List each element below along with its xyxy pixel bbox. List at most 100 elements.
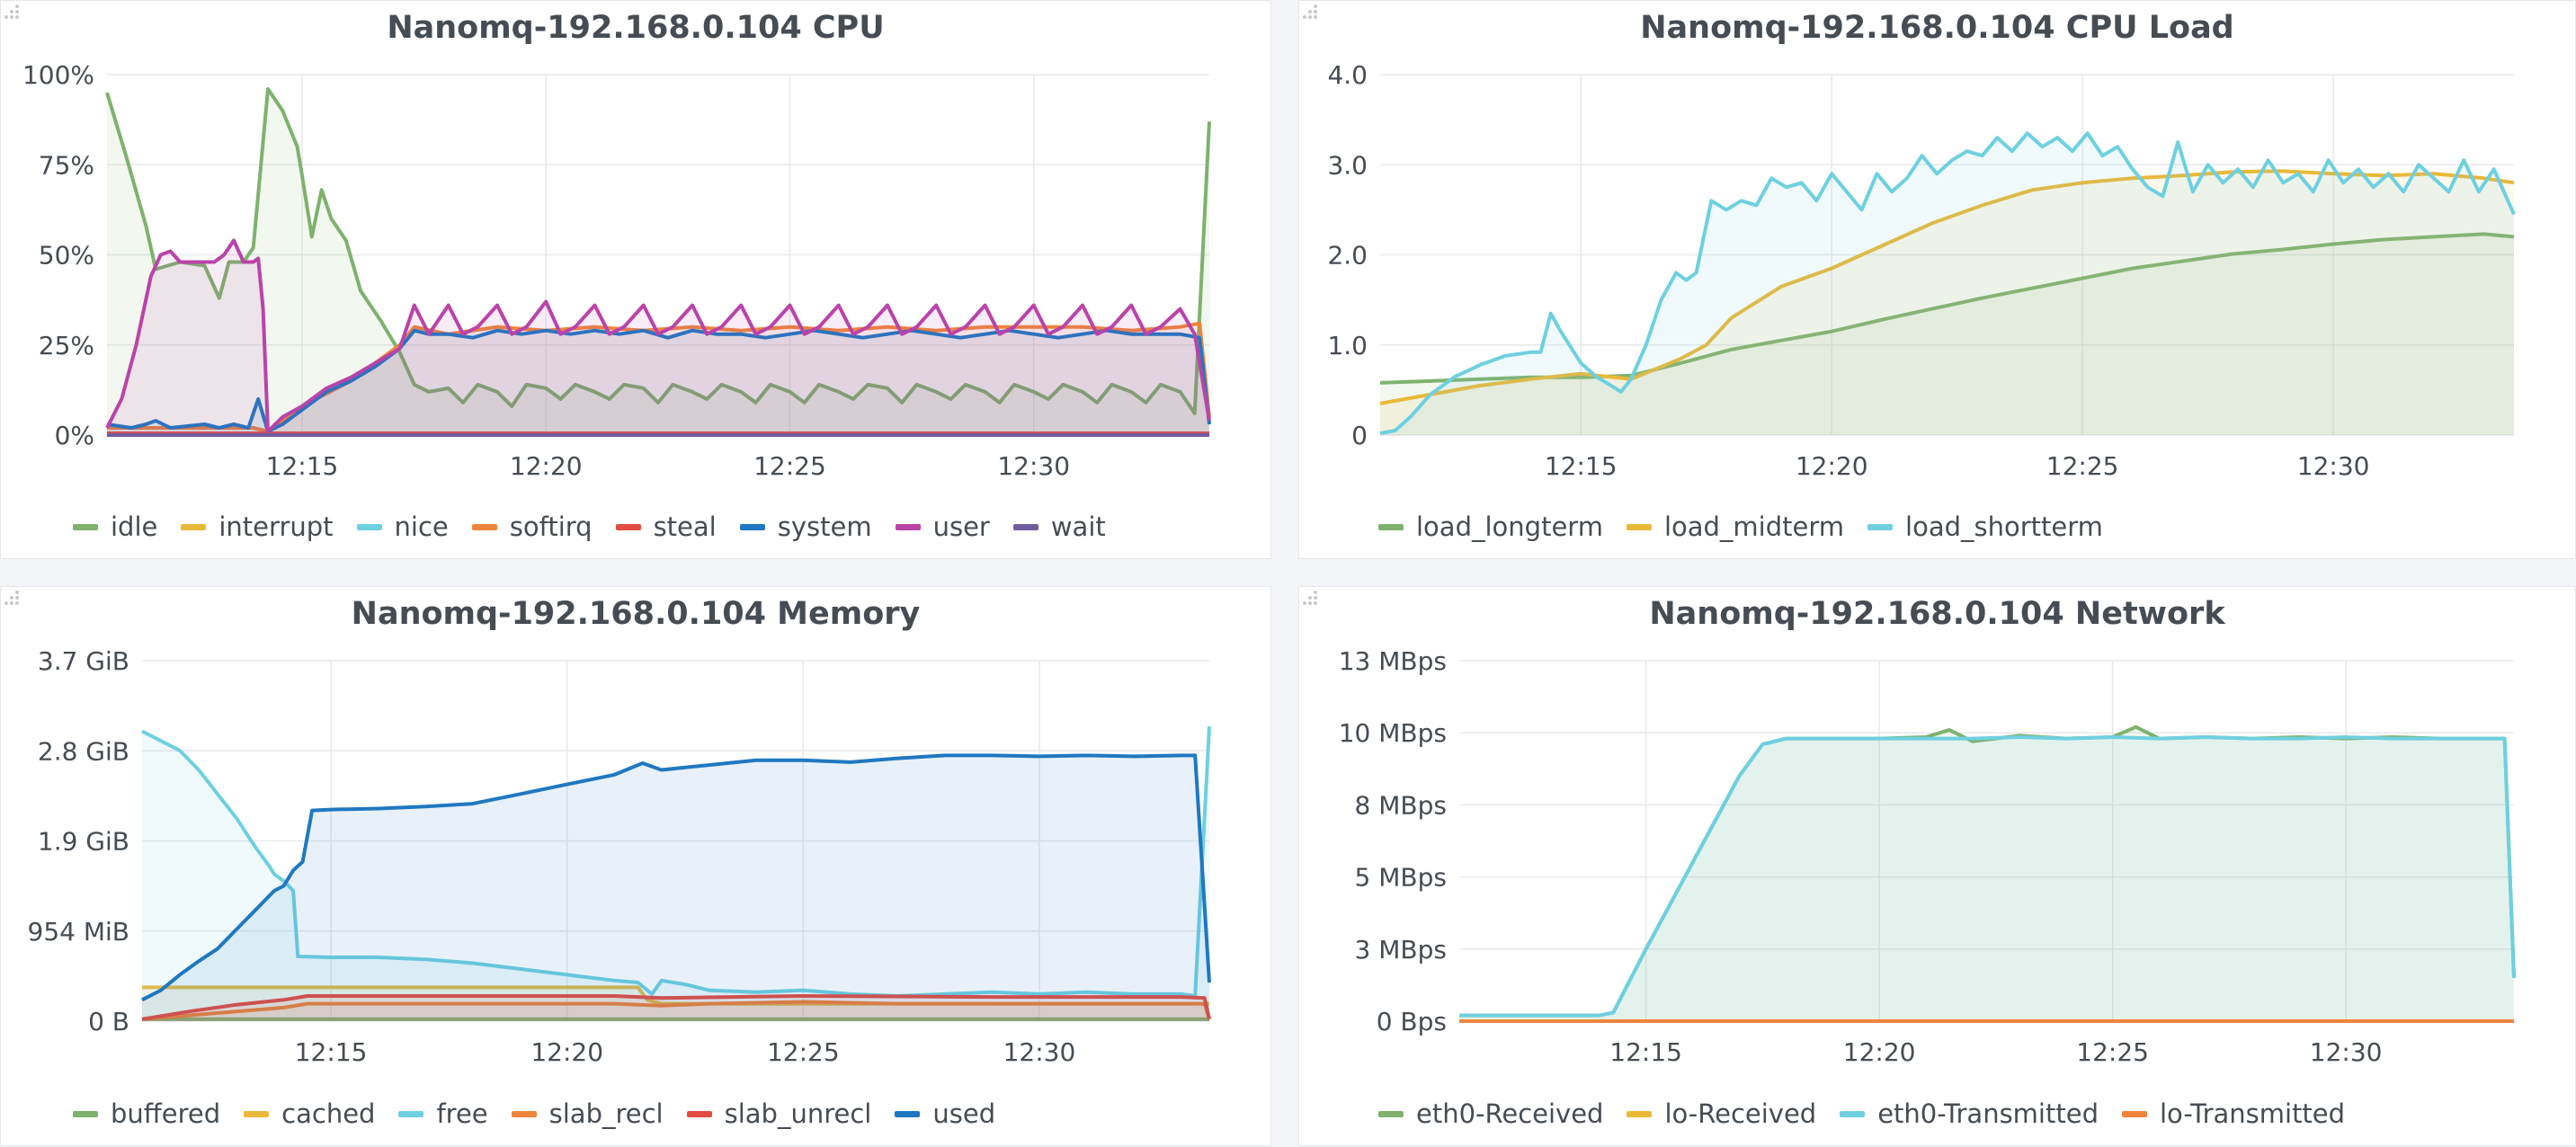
legend-item-slab_unrecl[interactable]: slab_unrecl xyxy=(686,1098,871,1129)
legend-swatch-icon xyxy=(686,1110,712,1117)
legend-item-idle[interactable]: idle xyxy=(73,511,157,542)
legend-label: steal xyxy=(653,511,717,542)
x-tick-label: 12:20 xyxy=(530,1037,603,1067)
legend-swatch-icon xyxy=(2121,1110,2147,1117)
network-panel: Nanomq-192.168.0.104 Network 13 MBps 10 M… xyxy=(1298,586,2576,1146)
series-line-free[interactable] xyxy=(141,725,1211,998)
y-tick-label: 3.0 xyxy=(1327,150,1368,180)
legend-item-slab_recl[interactable]: slab_recl xyxy=(511,1098,664,1129)
series-area-load_shortterm xyxy=(1380,133,2514,435)
series-line-idle[interactable] xyxy=(105,87,1211,415)
legend-item-load_longterm[interactable]: load_longterm xyxy=(1378,511,1603,542)
y-tick-label: 3 MBps xyxy=(1355,935,1447,965)
legend-label: eth0-Transmitted xyxy=(1877,1098,2099,1129)
memory-chart[interactable]: 3.7 GiB 2.8 GiB 1.9 GiB 954 MiB 0 B 12:15 12:2… xyxy=(1,587,1272,1147)
panel-title[interactable]: Nanomq-192.168.0.104 CPU xyxy=(387,10,885,46)
series-line-load_longterm[interactable] xyxy=(1379,232,2515,385)
legend-item-buffered[interactable]: buffered xyxy=(73,1098,220,1129)
legend-swatch-icon xyxy=(181,523,207,530)
series-line-load_midterm[interactable] xyxy=(1379,169,2515,405)
legend-swatch-icon xyxy=(398,1110,424,1117)
legend-item-cached[interactable]: cached xyxy=(244,1098,375,1129)
x-tick-label: 12:30 xyxy=(997,451,1070,481)
legend-swatch-icon xyxy=(1840,1110,1866,1117)
x-tick-label: 12:15 xyxy=(295,1037,368,1067)
series-area-system xyxy=(107,330,1209,435)
network-chart[interactable]: 13 MBps 10 MBps 8 MBps 5 MBps 3 MBps 0 Bps 12:… xyxy=(1299,587,2576,1147)
x-tick-label: 12:20 xyxy=(1796,451,1868,481)
series-line-used[interactable] xyxy=(141,753,1211,1002)
x-tick-label: 12:30 xyxy=(2297,451,2370,481)
y-tick-label: 1.0 xyxy=(1327,331,1368,360)
legend-swatch-icon xyxy=(1627,1110,1653,1117)
legend-item-steal[interactable]: steal xyxy=(615,511,717,542)
panel-title[interactable]: Nanomq-192.168.0.104 Memory xyxy=(351,596,921,632)
legend-label: user xyxy=(932,511,990,542)
legend-swatch-icon xyxy=(739,523,765,530)
legend-item-softirq[interactable]: softirq xyxy=(471,511,593,542)
legend-item-lo-Transmitted[interactable]: lo-Transmitted xyxy=(2121,1098,2345,1129)
resize-handle-icon[interactable] xyxy=(1,1,21,21)
legend-label: wait xyxy=(1050,511,1106,542)
y-tick-label: 954 MiB xyxy=(28,917,130,947)
legend-swatch-icon xyxy=(73,523,98,530)
resize-handle-icon[interactable] xyxy=(1299,1,1319,21)
series-line-user[interactable] xyxy=(105,238,1211,433)
series-area-user xyxy=(107,240,1209,435)
series-line-slab_unrecl[interactable] xyxy=(141,994,1211,1021)
series-line-slab_recl[interactable] xyxy=(141,1000,1211,1021)
resize-handle-icon[interactable] xyxy=(1,587,21,607)
x-tick-label: 12:25 xyxy=(2046,451,2119,481)
series-line-load_shortterm[interactable] xyxy=(1379,131,2516,435)
y-tick-label: 3.7 GiB xyxy=(38,646,129,676)
y-tick-label: 100% xyxy=(22,60,94,90)
legend-item-wait[interactable]: wait xyxy=(1012,511,1106,542)
y-tick-label: 0 xyxy=(1351,421,1368,450)
legend-label: load_midterm xyxy=(1663,511,1845,542)
memory-legend: buffered cached free slab_recl slab_unrecl us… xyxy=(73,1098,995,1129)
cpu-chart[interactable]: 100% 75% 50% 25% 0% 12:15 12:20 12:25 12:30 xyxy=(1,1,1272,560)
y-tick-label: 50% xyxy=(39,241,94,271)
series-area-load_longterm xyxy=(1380,234,2514,435)
legend-swatch-icon xyxy=(356,523,382,530)
legend-item-free[interactable]: free xyxy=(398,1098,488,1129)
legend-item-load_midterm[interactable]: load_midterm xyxy=(1626,511,1845,542)
legend-swatch-icon xyxy=(1378,523,1404,530)
cpu-legend: idle interrupt nice softirq steal system user w… xyxy=(73,511,1106,542)
legend-label: softirq xyxy=(509,511,593,542)
legend-item-lo-Received[interactable]: lo-Received xyxy=(1627,1098,1816,1129)
y-tick-label: 2.0 xyxy=(1327,241,1368,271)
legend-label: buffered xyxy=(111,1098,221,1129)
x-tick-label: 12:15 xyxy=(266,451,339,481)
series-area-eth0-Received xyxy=(1459,726,2514,1021)
legend-swatch-icon xyxy=(511,1110,537,1117)
resize-handle-icon[interactable] xyxy=(1299,587,1319,607)
y-tick-label: 8 MBps xyxy=(1355,790,1447,820)
legend-item-nice[interactable]: nice xyxy=(356,511,449,542)
legend-swatch-icon xyxy=(244,1110,270,1117)
series-area-eth0-Transmitted xyxy=(1459,737,2514,1021)
legend-label: free xyxy=(436,1098,488,1129)
series-line-eth0-Transmitted[interactable] xyxy=(1459,735,2516,1018)
x-tick-label: 12:15 xyxy=(1609,1037,1682,1067)
y-tick-label: 1.9 GiB xyxy=(38,827,129,857)
legend-label: interrupt xyxy=(218,511,334,542)
cpu-panel: Nanomq-192.168.0.104 CPU 100% 75% 50% 25% 0%… xyxy=(0,0,1271,559)
legend-item-user[interactable]: user xyxy=(895,511,990,542)
legend-label: system xyxy=(777,511,872,542)
x-tick-label: 12:20 xyxy=(1843,1037,1916,1067)
x-tick-label: 12:30 xyxy=(1003,1037,1076,1067)
legend-label: load_longterm xyxy=(1416,511,1603,542)
legend-item-system[interactable]: system xyxy=(739,511,872,542)
cpu-load-chart[interactable]: 4.0 3.0 2.0 1.0 0 12:15 12:20 12:25 12:30 xyxy=(1299,1,2576,560)
network-legend: eth0-Received lo-Received eth0-Transmitted… xyxy=(1378,1098,2345,1129)
legend-item-interrupt[interactable]: interrupt xyxy=(181,511,334,542)
legend-item-eth0-Received[interactable]: eth0-Received xyxy=(1378,1098,1603,1129)
legend-item-eth0-Transmitted[interactable]: eth0-Transmitted xyxy=(1840,1098,2099,1129)
legend-item-used[interactable]: used xyxy=(895,1098,995,1129)
panel-title[interactable]: Nanomq-192.168.0.104 Network xyxy=(1649,596,2225,632)
legend-item-load_shortterm[interactable]: load_shortterm xyxy=(1867,511,2103,542)
x-tick-label: 12:25 xyxy=(753,451,826,481)
legend-swatch-icon xyxy=(73,1110,98,1117)
panel-title[interactable]: Nanomq-192.168.0.104 CPU Load xyxy=(1640,10,2234,46)
